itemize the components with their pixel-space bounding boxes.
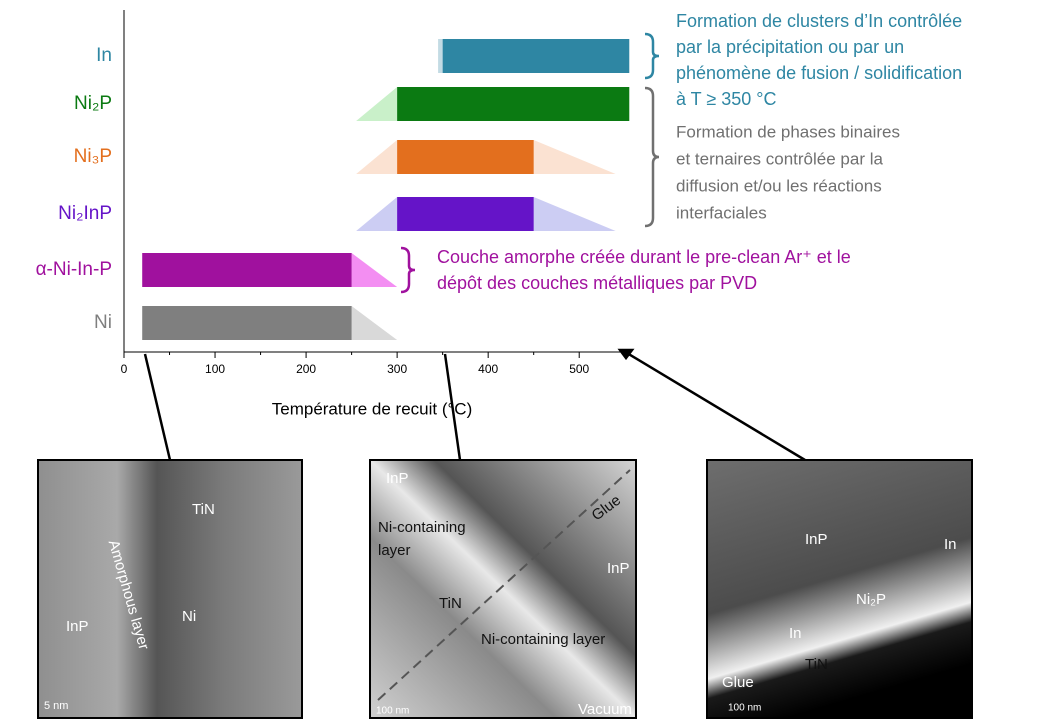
braces — [400, 32, 660, 294]
category-label: Ni₂InP — [58, 203, 112, 224]
image-label: Ni — [182, 608, 196, 625]
arrow-head — [617, 348, 635, 361]
category-label: Ni — [94, 312, 112, 333]
annotation: interfaciales — [676, 203, 767, 222]
range-chart: Température de recuit (°C) 0 100 200 300 400… — [36, 10, 962, 418]
fade-ramp — [356, 87, 398, 121]
fade-ramp — [533, 140, 616, 174]
image-frame — [369, 459, 637, 719]
range-bar — [397, 140, 534, 174]
x-tick-label: 500 — [569, 362, 589, 376]
connectors — [143, 348, 806, 462]
tem-image: InP In Ni₂P In TiN Glue 100 nm — [706, 459, 973, 719]
image-label: layer — [378, 542, 411, 559]
image-label: TiN — [805, 656, 828, 673]
fade-ramp — [356, 140, 398, 174]
annotation: diffusion et/ou les réactions — [676, 176, 882, 195]
annotation: Formation de clusters d’In contrôlée — [676, 11, 962, 31]
image-label: Vacuum — [578, 701, 632, 718]
range-bar — [442, 39, 630, 73]
range-bar — [142, 306, 352, 340]
range-bar — [397, 87, 630, 121]
annotation: Couche amorphe créée durant le pre-clean… — [437, 247, 851, 267]
image-label: Ni₂P — [856, 591, 886, 608]
interface-line — [377, 469, 631, 701]
annotation: Formation de phases binaires — [676, 122, 900, 141]
brace — [644, 86, 660, 228]
image-label: In — [944, 536, 957, 553]
x-tick-label: 300 — [387, 362, 407, 376]
x-tick-label: 400 — [478, 362, 498, 376]
image-label: Glue — [722, 674, 754, 691]
image-label: Ni-containing — [378, 519, 466, 536]
range-bar — [397, 197, 534, 231]
fade-ramp — [356, 197, 398, 231]
x-tick-label: 0 — [121, 362, 128, 376]
fade-ramp — [351, 306, 398, 340]
fade-ramp — [438, 39, 443, 73]
annotation: phénomène de fusion / solidification — [676, 63, 962, 83]
fade-ramp — [351, 253, 398, 287]
brace — [400, 246, 416, 294]
image-frame — [706, 459, 973, 719]
connector — [621, 348, 806, 462]
brace — [644, 32, 660, 80]
category-label: In — [96, 45, 112, 66]
scale-label: 100 nm — [728, 703, 761, 714]
annotation: et ternaires contrôlée par la — [676, 149, 883, 168]
annotation: par la précipitation ou par un — [676, 37, 904, 57]
scale-label: 5 nm — [44, 700, 68, 712]
image-label: InP — [386, 470, 409, 487]
scale-label: 100 nm — [376, 706, 409, 717]
image-label: InP — [66, 618, 89, 635]
image-label: Ni-containing layer — [481, 631, 605, 648]
category-label: Ni₃P — [74, 146, 112, 167]
image-label: InP — [805, 531, 828, 548]
x-axis-title: Température de recuit (°C) — [272, 399, 472, 418]
annotation: à T ≥ 350 °C — [676, 89, 776, 109]
fade-ramp — [533, 197, 616, 231]
image-frame — [37, 459, 303, 719]
category-label: α-Ni-In-P — [36, 259, 112, 280]
annotation: dépôt des couches métalliques par PVD — [437, 273, 757, 293]
image-label: InP — [607, 560, 630, 577]
tem-image: TiN Amorphous layer Ni InP 5 nm — [37, 459, 303, 719]
image-label: TiN — [439, 595, 462, 612]
image-label: In — [789, 625, 802, 642]
x-tick-label: 100 — [205, 362, 225, 376]
category-label: Ni₂P — [74, 93, 112, 114]
x-tick-label: 200 — [296, 362, 316, 376]
image-label: TiN — [192, 501, 215, 518]
tem-image: InP Glue Ni-containing layer InP TiN Ni-… — [369, 459, 637, 719]
connector — [443, 353, 462, 461]
range-bar — [142, 253, 352, 287]
connector — [143, 353, 172, 461]
